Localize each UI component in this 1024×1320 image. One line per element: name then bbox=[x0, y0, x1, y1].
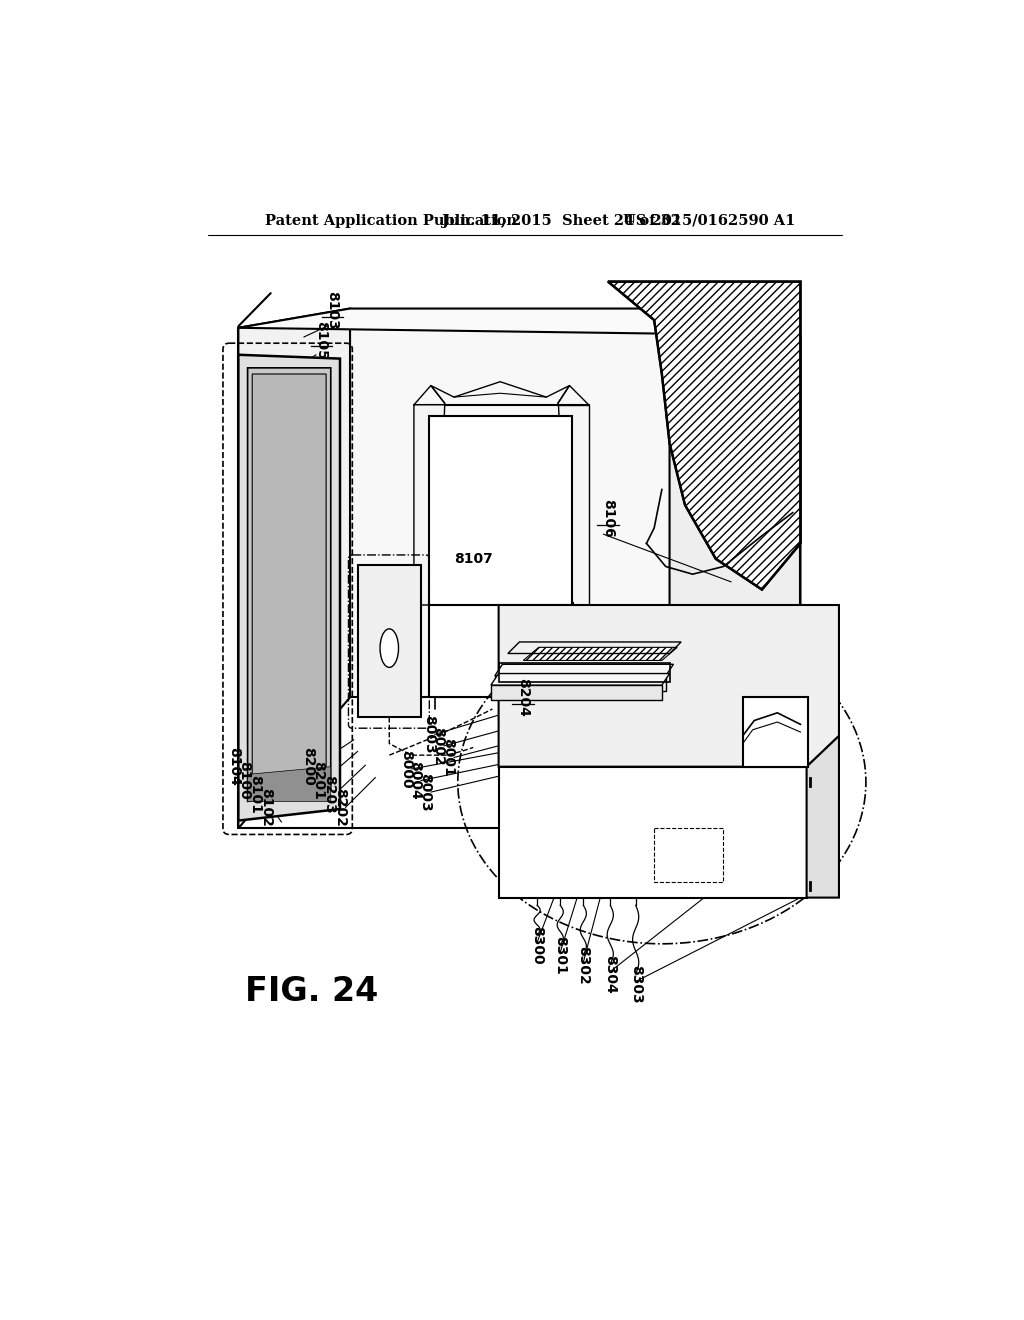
Text: 8000: 8000 bbox=[399, 750, 414, 788]
Polygon shape bbox=[414, 405, 444, 605]
Text: 8002: 8002 bbox=[431, 726, 445, 766]
Text: Patent Application Publication: Patent Application Publication bbox=[265, 214, 517, 228]
Polygon shape bbox=[807, 737, 839, 898]
Bar bbox=[606, 628, 718, 747]
Text: 8203: 8203 bbox=[323, 775, 336, 814]
Polygon shape bbox=[490, 673, 670, 685]
Text: 8300: 8300 bbox=[530, 927, 544, 965]
Text: US 2015/0162590 A1: US 2015/0162590 A1 bbox=[624, 214, 796, 228]
Polygon shape bbox=[499, 655, 677, 667]
Bar bbox=[357, 565, 421, 718]
Polygon shape bbox=[499, 767, 807, 898]
Text: 8003: 8003 bbox=[419, 772, 432, 812]
Text: Jun. 11, 2015  Sheet 24 of 32: Jun. 11, 2015 Sheet 24 of 32 bbox=[442, 214, 681, 228]
Polygon shape bbox=[742, 697, 808, 767]
Text: 8103: 8103 bbox=[326, 292, 339, 330]
Text: 8004: 8004 bbox=[409, 762, 423, 800]
Text: 8001: 8001 bbox=[441, 738, 456, 777]
Bar bbox=[429, 416, 571, 605]
Text: 8200: 8200 bbox=[301, 747, 314, 787]
Text: 8301: 8301 bbox=[553, 936, 567, 974]
Text: 8105: 8105 bbox=[314, 321, 329, 359]
Text: 8107: 8107 bbox=[454, 552, 493, 566]
Polygon shape bbox=[499, 667, 670, 682]
Polygon shape bbox=[429, 603, 573, 697]
Text: 8106: 8106 bbox=[601, 499, 615, 539]
Polygon shape bbox=[608, 281, 801, 590]
Polygon shape bbox=[248, 767, 331, 801]
Text: 8101: 8101 bbox=[248, 775, 262, 814]
Text: 8304: 8304 bbox=[603, 956, 617, 994]
Polygon shape bbox=[495, 676, 666, 692]
Polygon shape bbox=[248, 368, 331, 801]
Text: FIG. 24: FIG. 24 bbox=[245, 974, 378, 1007]
Polygon shape bbox=[239, 309, 801, 335]
Text: 8303: 8303 bbox=[629, 965, 643, 1005]
Polygon shape bbox=[252, 374, 326, 792]
Polygon shape bbox=[670, 309, 801, 829]
Polygon shape bbox=[490, 685, 662, 701]
Polygon shape bbox=[499, 605, 839, 767]
Polygon shape bbox=[239, 309, 350, 829]
Polygon shape bbox=[523, 647, 677, 660]
Text: 8202: 8202 bbox=[333, 788, 347, 826]
Text: 8302: 8302 bbox=[577, 946, 590, 985]
Bar bbox=[654, 829, 724, 882]
Polygon shape bbox=[239, 355, 340, 821]
Text: 8100: 8100 bbox=[238, 762, 252, 800]
Text: 8102: 8102 bbox=[259, 788, 273, 826]
Polygon shape bbox=[558, 405, 589, 605]
Text: 8104: 8104 bbox=[227, 747, 242, 787]
Polygon shape bbox=[350, 309, 670, 697]
Text: 8003: 8003 bbox=[422, 715, 436, 754]
Ellipse shape bbox=[380, 628, 398, 668]
Polygon shape bbox=[495, 664, 674, 676]
Text: 8201: 8201 bbox=[311, 762, 326, 800]
Text: 8204: 8204 bbox=[516, 678, 530, 717]
